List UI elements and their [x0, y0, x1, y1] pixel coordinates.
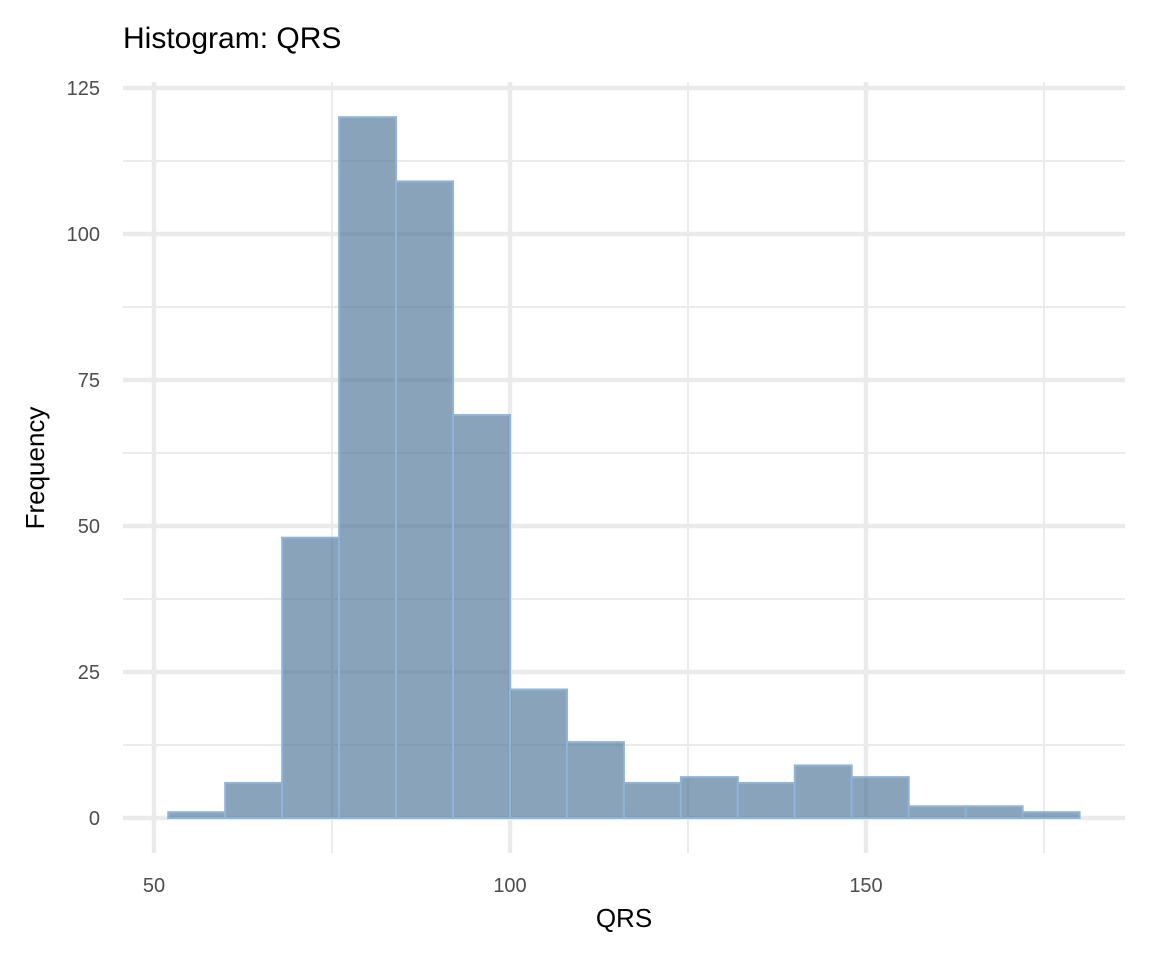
- y-tick-label: 75: [78, 370, 100, 392]
- histogram-bar: [509, 688, 568, 820]
- histogram-bar: [1021, 811, 1081, 819]
- major-gridlines: [123, 82, 1125, 853]
- histogram-bar: [793, 764, 853, 820]
- histogram-bar: [622, 781, 682, 820]
- minor-gridlines: [123, 82, 1125, 853]
- histogram-bar: [281, 536, 341, 819]
- chart-title: Histogram: QRS: [123, 22, 341, 55]
- y-tick-label: 50: [78, 516, 100, 538]
- histogram-bar: [964, 805, 1024, 820]
- y-tick-label: 0: [89, 808, 100, 830]
- y-tick-label: 125: [67, 78, 100, 100]
- y-axis-label: Frequency: [20, 407, 50, 530]
- histogram-bar: [224, 781, 284, 820]
- x-tick-label: 150: [849, 875, 882, 897]
- histogram-bar: [338, 116, 398, 819]
- y-tick-label: 25: [78, 662, 100, 684]
- histogram-bar: [679, 776, 739, 819]
- x-tick-label: 100: [493, 875, 526, 897]
- histogram-bar: [395, 180, 455, 819]
- histogram-bar: [167, 811, 227, 819]
- x-axis-label: QRS: [596, 903, 652, 933]
- x-axis-tick-labels: 50 100 150: [143, 875, 883, 897]
- histogram-bars: [167, 116, 1081, 820]
- histogram-bar: [565, 741, 625, 820]
- histogram-bar: [452, 414, 512, 819]
- y-tick-label: 100: [67, 224, 100, 246]
- histogram-bar: [907, 805, 967, 820]
- histogram-bar: [850, 776, 910, 819]
- x-tick-label: 50: [143, 875, 165, 897]
- y-axis-tick-labels: 0 25 50 75 100 125: [67, 78, 100, 830]
- histogram-bar: [736, 781, 796, 820]
